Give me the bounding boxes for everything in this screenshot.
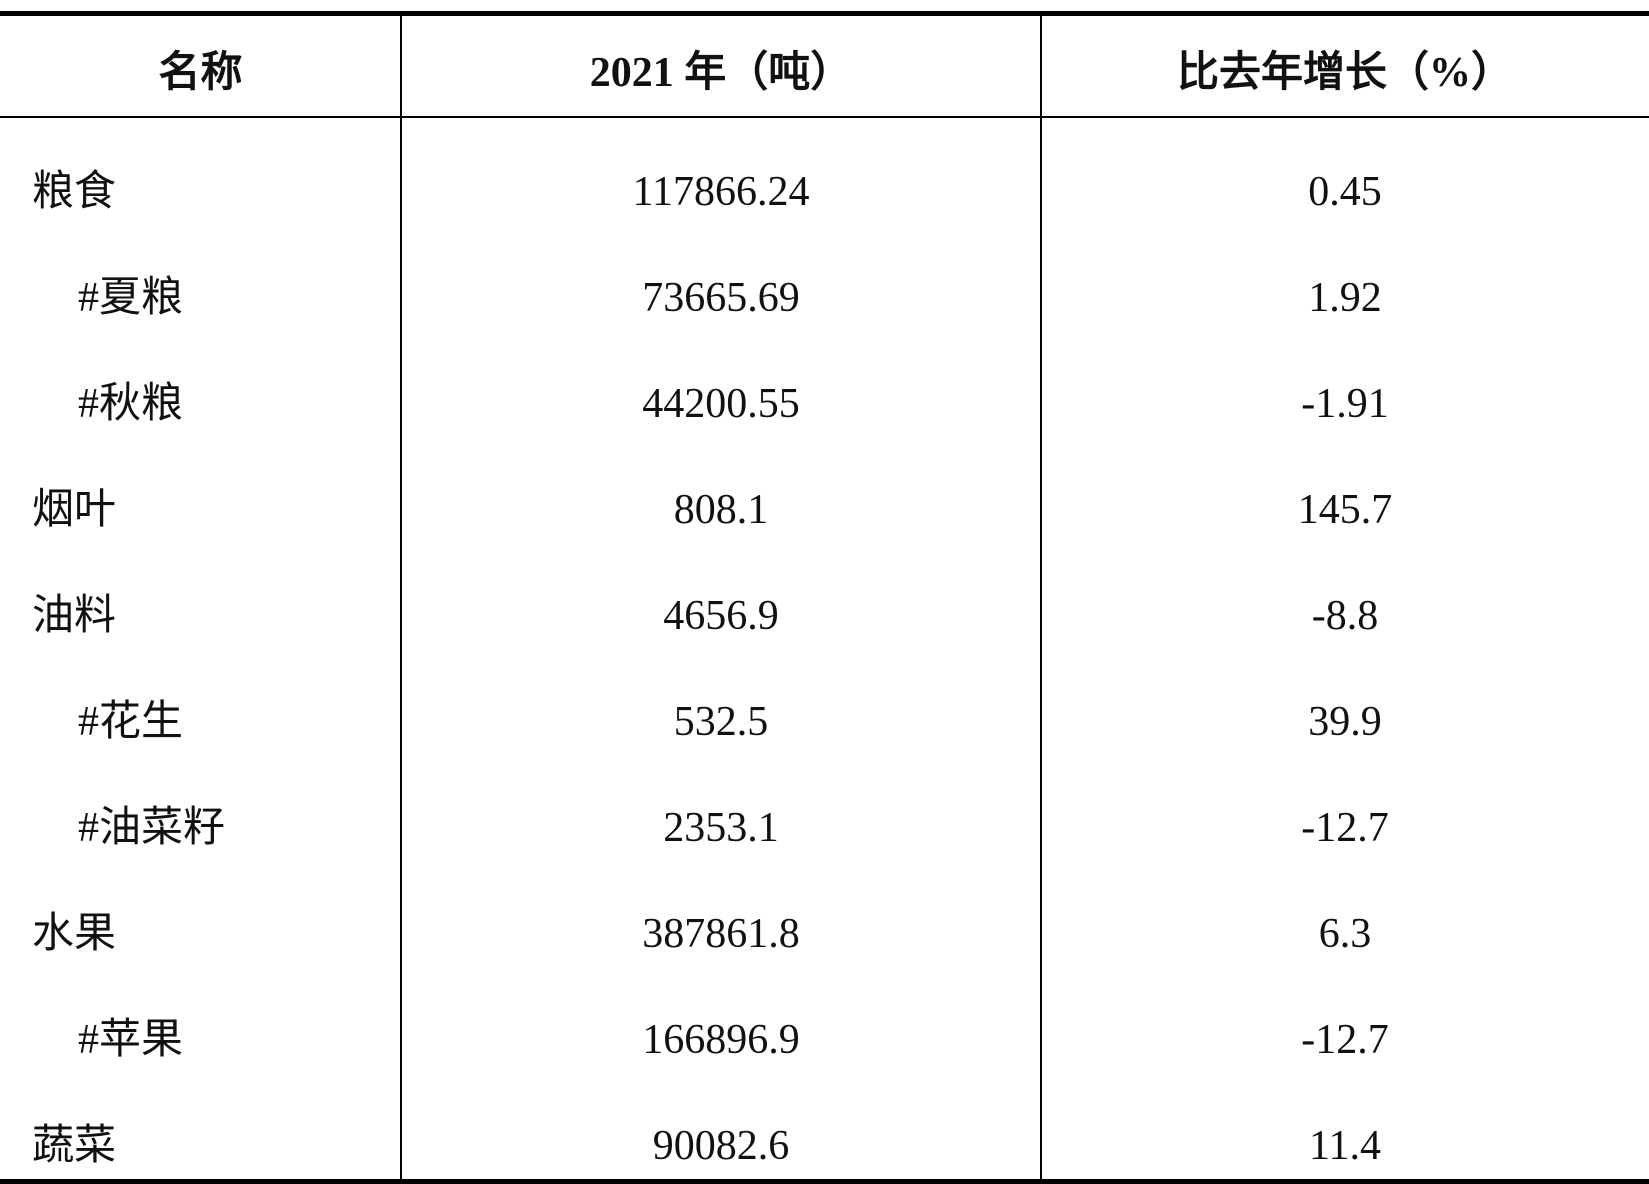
row-label: 粮食: [32, 169, 117, 215]
value-cell: 532.5: [673, 699, 769, 745]
column-divider: [400, 13, 402, 1182]
header-cell: 比去年增长（%）: [1176, 50, 1513, 96]
value-cell: 145.7: [1297, 487, 1393, 533]
value-cell: 808.1: [673, 487, 769, 533]
row-label: 油料: [32, 593, 117, 639]
header-rule: [0, 116, 1649, 118]
value-cell: 387861.8: [642, 911, 800, 957]
bottom-rule: [0, 1179, 1649, 1184]
column-divider: [1040, 13, 1042, 1182]
value-cell: 39.9: [1308, 699, 1382, 745]
top-rule: [0, 11, 1649, 16]
value-cell: -12.7: [1301, 805, 1389, 851]
value-cell: 117866.24: [632, 169, 810, 215]
row-label: #苹果: [78, 1017, 184, 1063]
row-label: 烟叶: [32, 487, 117, 533]
value-cell: 0.45: [1308, 169, 1382, 215]
value-cell: -8.8: [1311, 593, 1379, 639]
value-cell: -1.91: [1301, 381, 1389, 427]
value-cell: 166896.9: [642, 1017, 800, 1063]
row-label: #油菜籽: [78, 805, 226, 851]
value-cell: 1.92: [1308, 275, 1382, 321]
row-label: 水果: [32, 911, 117, 957]
value-cell: 44200.55: [642, 381, 800, 427]
value-cell: -12.7: [1301, 1017, 1389, 1063]
row-label: 蔬菜: [32, 1123, 117, 1169]
value-cell: 6.3: [1318, 911, 1372, 957]
header-cell: 2021 年（吨）: [589, 50, 853, 96]
value-cell: 90082.6: [652, 1123, 790, 1169]
value-cell: 11.4: [1309, 1123, 1381, 1169]
value-cell: 4656.9: [663, 593, 779, 639]
row-label: #夏粮: [78, 275, 184, 321]
value-cell: 2353.1: [663, 805, 779, 851]
value-cell: 73665.69: [642, 275, 800, 321]
header-cell: 名称: [158, 50, 243, 96]
row-label: #花生: [78, 699, 184, 745]
row-label: #秋粮: [78, 381, 184, 427]
